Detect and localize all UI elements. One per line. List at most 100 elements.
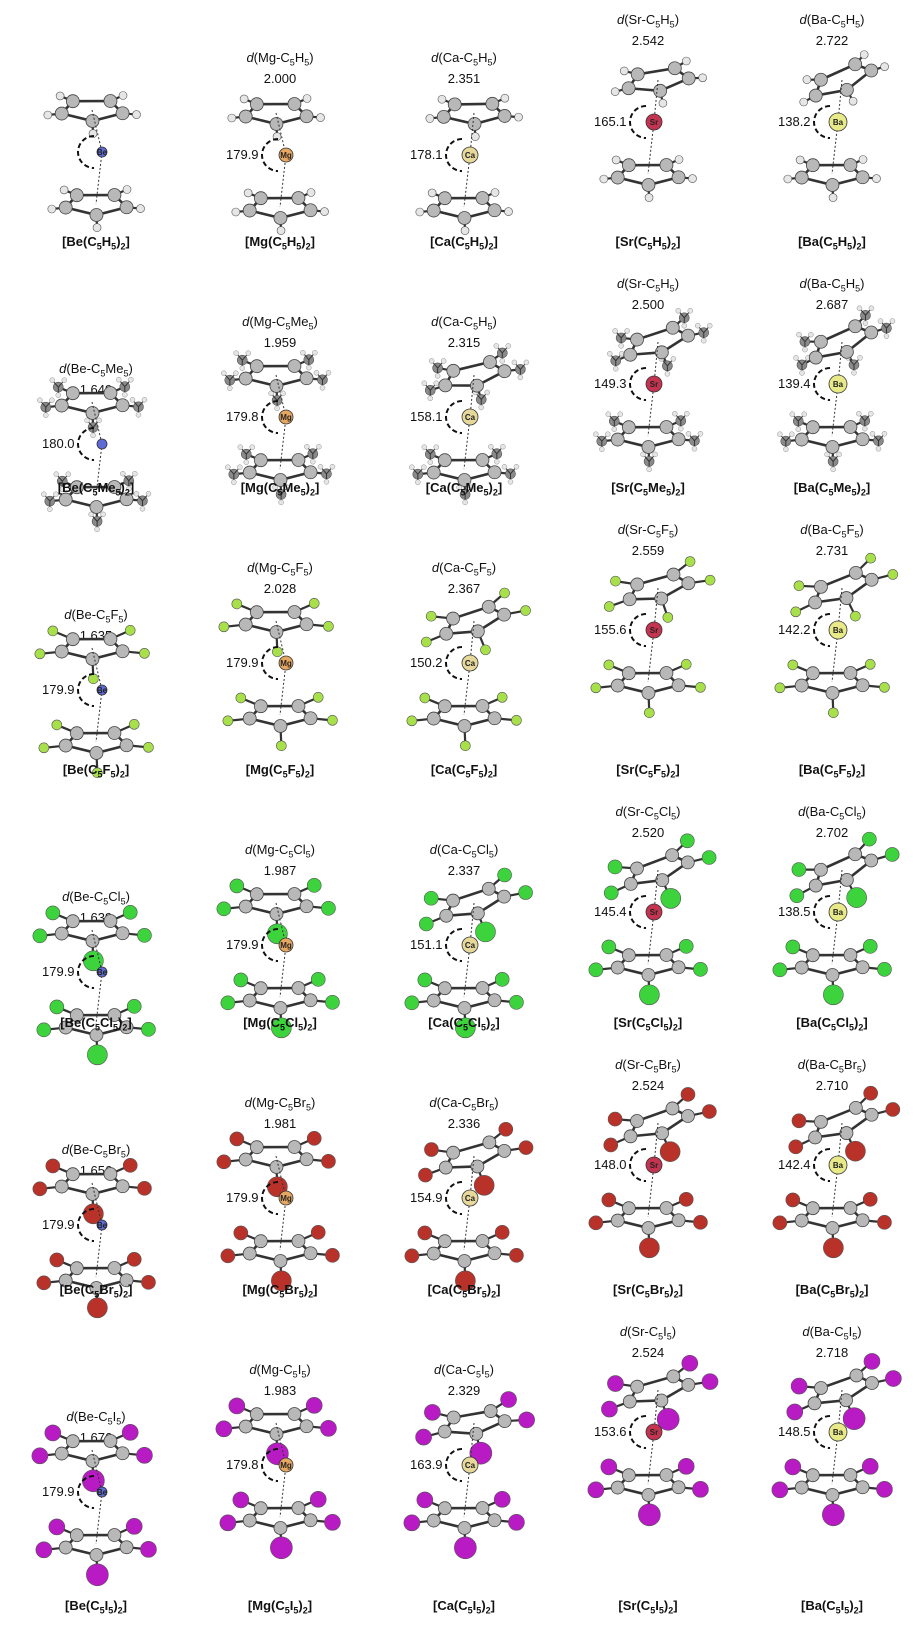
metal-atom	[461, 936, 479, 954]
carbon-atom	[794, 678, 809, 693]
structure-panel: d(Mg-C5Me5) 1.959 Mg 179.8 [Mg(C5Me5)2]	[188, 262, 372, 508]
metallocene-molecule: Mg	[216, 1131, 340, 1292]
carbon-atom	[621, 81, 636, 96]
carbon-atom	[457, 473, 472, 487]
substituent-atom	[823, 1237, 844, 1259]
cyclopentadienyl-ring	[772, 939, 892, 1006]
carbon-atom	[794, 1213, 809, 1228]
substituent-atom	[607, 1111, 623, 1127]
carbon-atom	[621, 1201, 636, 1216]
carbon-atom	[303, 203, 318, 218]
distance-label: d(Ba-C5F5) 2.731	[740, 522, 922, 559]
metallocene-molecule: Ba	[777, 305, 896, 473]
substituent-atom	[122, 1158, 138, 1173]
metal-atom	[461, 408, 479, 426]
substituent-atom	[229, 878, 245, 894]
carbon-atom	[249, 887, 264, 902]
carbon-atom	[805, 1468, 820, 1483]
distance-formula: Be-C5Cl5	[73, 889, 126, 907]
metal-symbol: Ca	[465, 941, 476, 950]
substituent-atom	[828, 193, 838, 202]
carbon-atom	[621, 666, 636, 681]
carbon-atom	[805, 666, 820, 681]
distance-value: 2.336	[447, 1115, 481, 1131]
distance-value: 1.981	[263, 1115, 297, 1131]
cyclopentadienyl-ring	[220, 972, 340, 1039]
carbon-atom	[666, 567, 681, 582]
carbon-atom	[481, 881, 496, 896]
compound-formula: [Ba(C5Me5)2]	[793, 480, 871, 498]
compound-formula: [Mg(C5Me5)2]	[240, 480, 320, 498]
carbon-atom	[439, 626, 454, 641]
substituent-atom	[619, 66, 629, 76]
cyclopentadienyl-ring	[219, 1491, 341, 1560]
cyclopentadienyl-ring	[218, 598, 334, 658]
substituent-atom	[404, 1248, 420, 1264]
carbon-atom	[487, 203, 502, 218]
carbon-atom	[269, 1427, 284, 1441]
cyclopentadienyl-ring	[403, 1491, 525, 1560]
carbon-atom	[865, 1376, 879, 1390]
metal-symbol: Sr	[650, 380, 658, 389]
carbon-atom	[808, 595, 823, 610]
substituent-atom	[884, 847, 900, 862]
carbon-atom	[839, 1126, 854, 1140]
substituent-atom	[644, 193, 654, 202]
carbon-atom	[85, 652, 100, 666]
carbon-atom	[437, 191, 452, 206]
bend-angle-label: 155.6	[594, 622, 627, 637]
carbon-atom	[291, 699, 306, 713]
cyclopentadienyl-ring	[418, 1121, 534, 1196]
substituent-atom	[490, 188, 500, 197]
carbon-atom	[825, 1221, 840, 1235]
carbon-atom	[253, 191, 268, 206]
substituent-atom	[588, 962, 604, 978]
carbon-atom	[655, 1126, 669, 1141]
cyclopentadienyl-ring	[404, 1225, 524, 1292]
substituent-atom	[231, 207, 241, 217]
metallocene-molecule: Ca	[415, 93, 523, 235]
carbon-atom	[475, 1501, 490, 1515]
distance-label: d(Mg-C5H5) 2.000	[188, 50, 372, 87]
substituent-atom	[772, 962, 788, 978]
angle-arc	[445, 928, 463, 962]
metallocene-molecule: Mg	[227, 94, 329, 235]
substituent-atom	[494, 1225, 510, 1240]
substituent-atom	[678, 939, 694, 954]
cyclopentadienyl-ring	[607, 308, 713, 377]
substituent-atom	[880, 62, 889, 71]
substituent-atom	[790, 606, 802, 618]
carbon-atom	[671, 960, 686, 975]
carbon-atom	[457, 719, 472, 733]
angle-arc	[261, 646, 279, 680]
metallocene-molecule: Sr	[587, 1354, 719, 1527]
substituent-atom	[320, 207, 329, 216]
metallocene-molecule: Be	[31, 1424, 157, 1587]
distance-value: 2.367	[447, 580, 481, 596]
carbon-atom	[497, 109, 512, 123]
compound-formula: [Mg(C5I5)2]	[247, 1598, 313, 1616]
metallocene-molecule: Sr	[593, 308, 713, 473]
structure-panel: Be [Be(C5H5)2]	[4, 0, 188, 262]
carbon-atom	[103, 1167, 118, 1181]
substituent-atom	[47, 204, 57, 214]
carbon-atom	[457, 211, 472, 225]
distance-label: d(Mg-C5Cl5) 1.987	[188, 842, 372, 879]
bend-angle-label: 179.9	[226, 1190, 259, 1205]
substituent-atom	[788, 1139, 804, 1155]
carbon-atom	[446, 363, 461, 378]
carbon-atom	[671, 1213, 686, 1228]
carbon-atom	[299, 1152, 314, 1167]
carbon-atom	[610, 678, 625, 693]
carbon-atom	[630, 861, 644, 876]
metal-symbol: Mg	[280, 1194, 292, 1203]
metal-atom	[96, 684, 108, 696]
angle-arc	[77, 427, 95, 461]
substituent-atom	[220, 1248, 236, 1264]
carbon-atom	[475, 453, 490, 467]
metal-symbol: Ca	[465, 151, 476, 160]
angle-arc	[261, 1181, 279, 1215]
substituent-atom	[639, 1237, 660, 1259]
carbon-atom	[843, 158, 858, 172]
substituent-atom	[415, 1428, 432, 1446]
